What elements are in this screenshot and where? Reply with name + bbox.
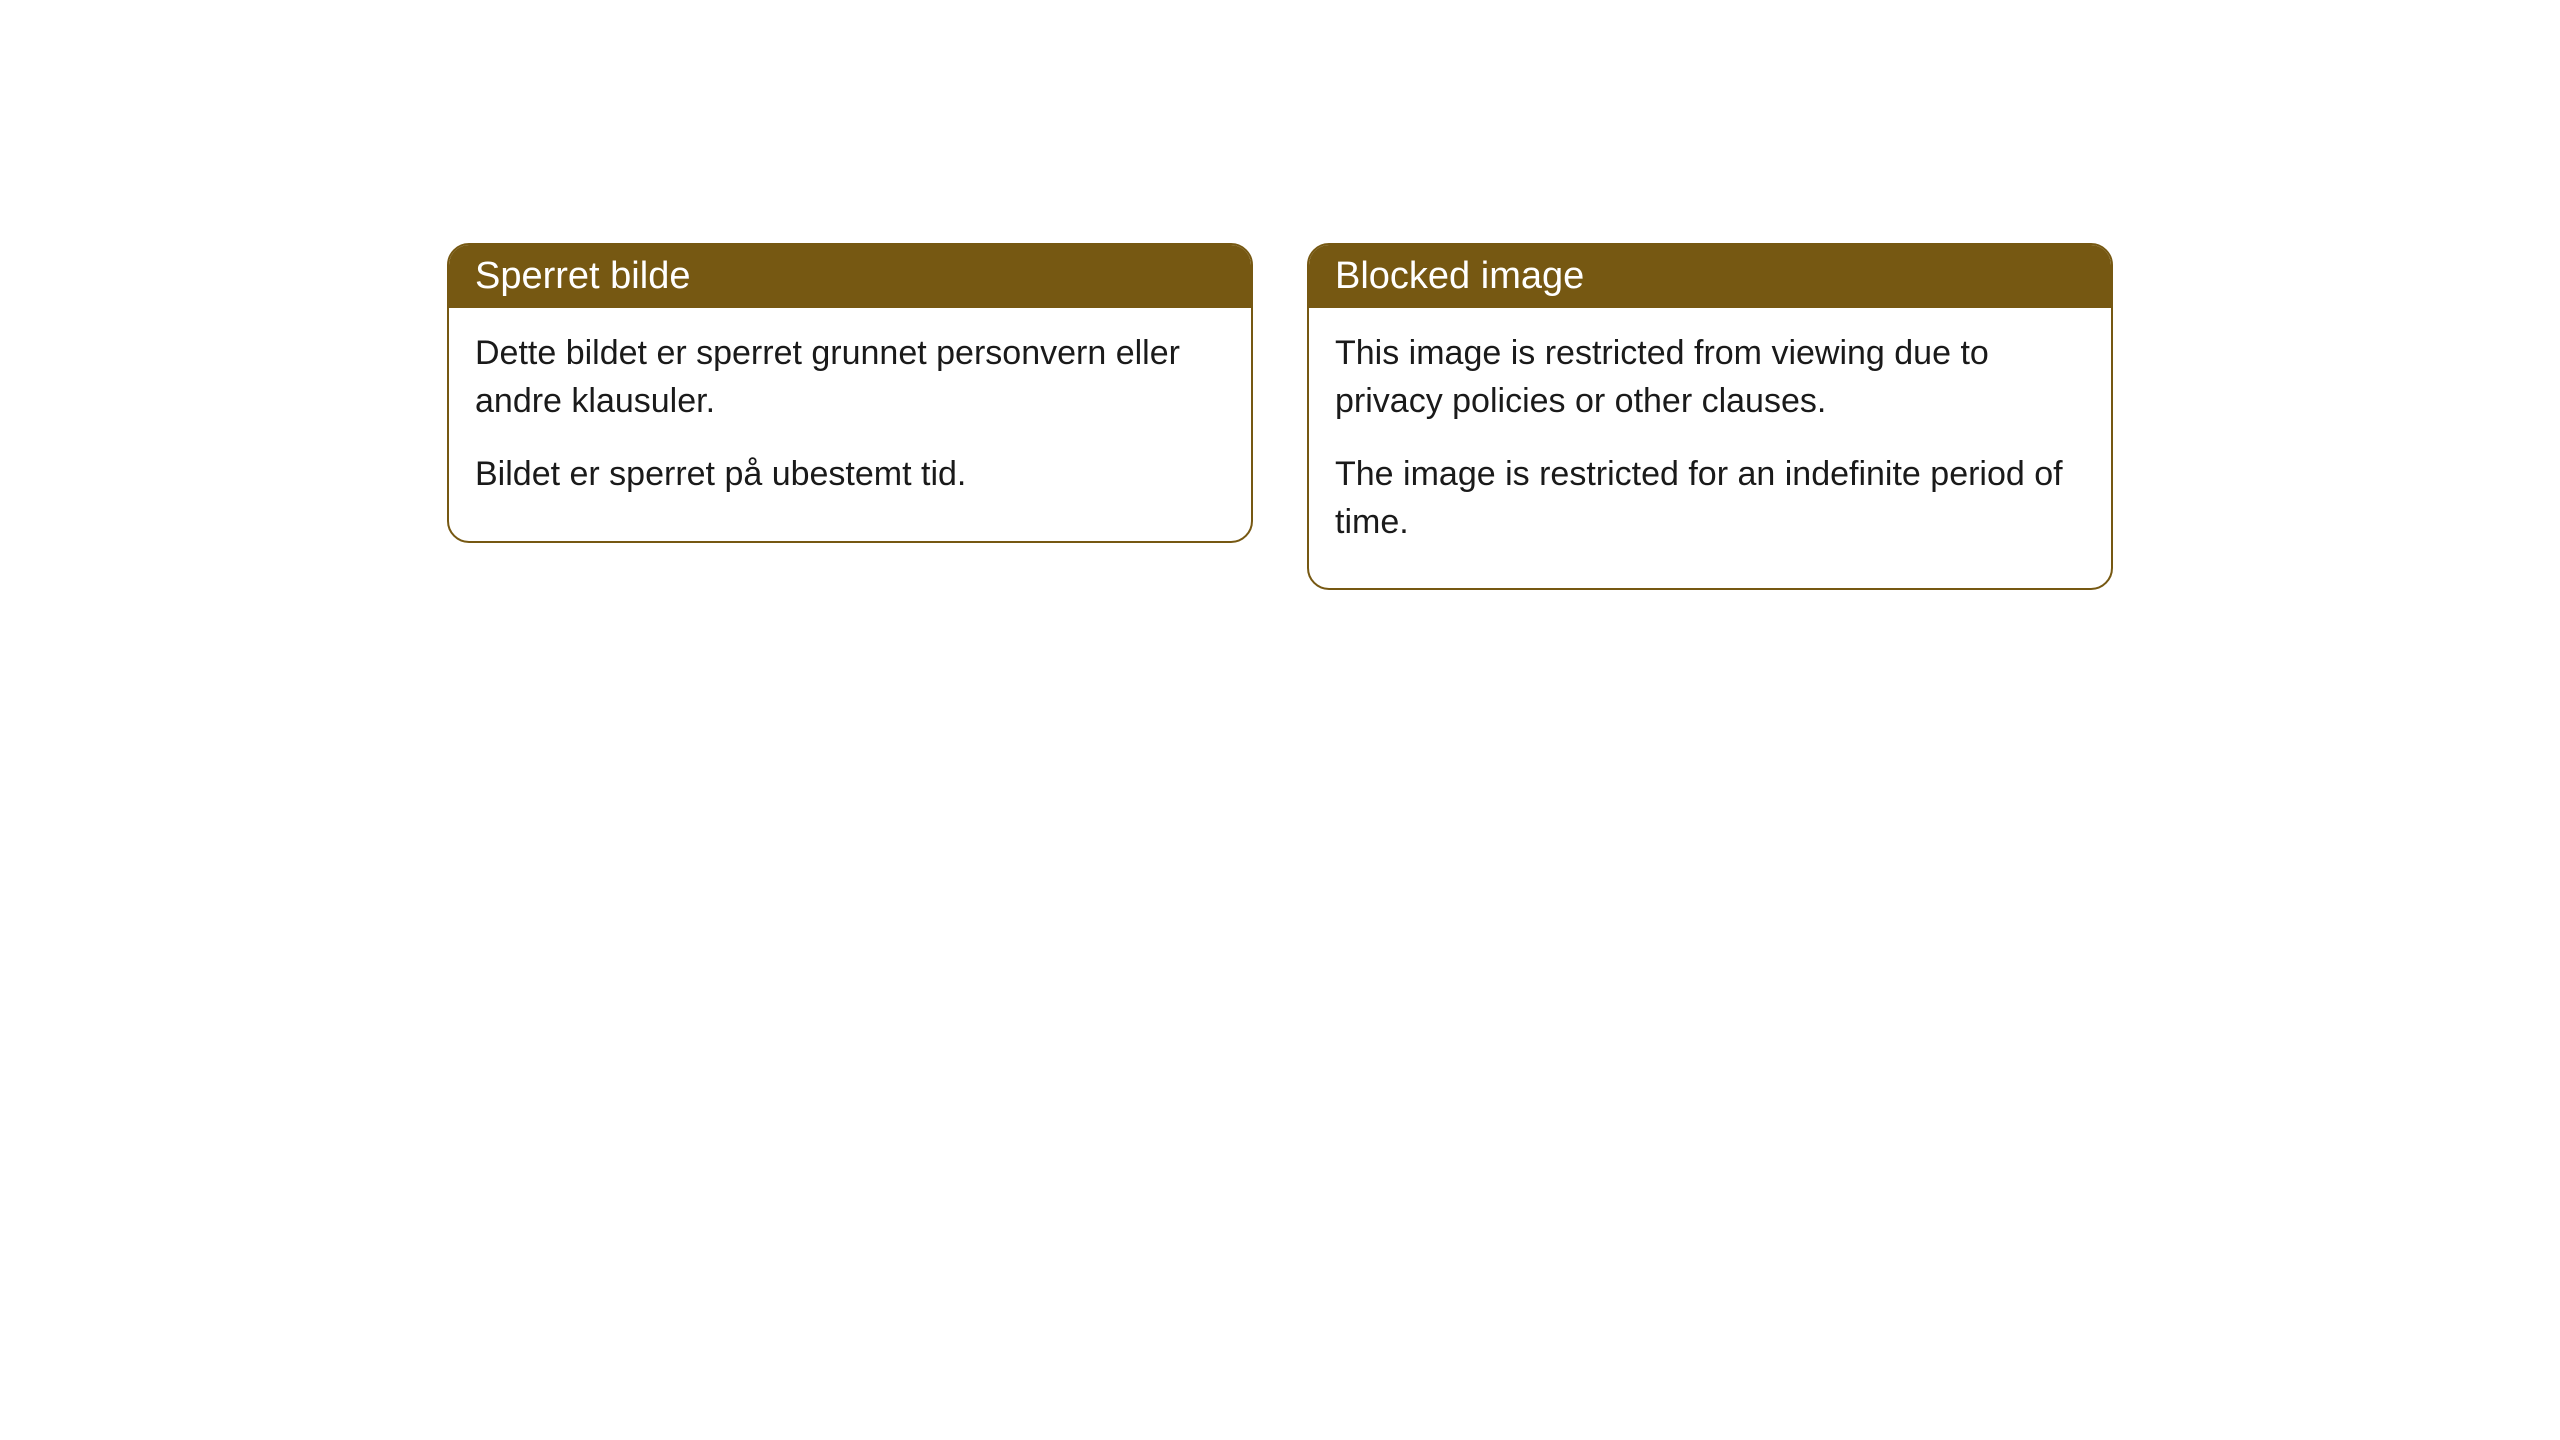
blocked-image-card-english: Blocked image This image is restricted f…: [1307, 243, 2113, 590]
blocked-image-card-norwegian: Sperret bilde Dette bildet er sperret gr…: [447, 243, 1253, 543]
card-paragraph: Bildet er sperret på ubestemt tid.: [475, 451, 1225, 499]
card-header: Sperret bilde: [449, 245, 1251, 308]
card-paragraph: The image is restricted for an indefinit…: [1335, 451, 2085, 546]
card-paragraph: Dette bildet er sperret grunnet personve…: [475, 330, 1225, 425]
card-paragraph: This image is restricted from viewing du…: [1335, 330, 2085, 425]
card-body: This image is restricted from viewing du…: [1309, 308, 2111, 588]
card-body: Dette bildet er sperret grunnet personve…: [449, 308, 1251, 541]
card-header: Blocked image: [1309, 245, 2111, 308]
